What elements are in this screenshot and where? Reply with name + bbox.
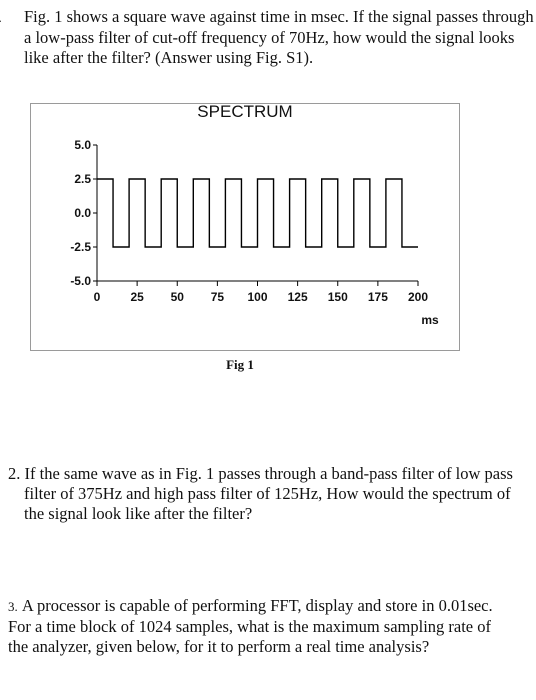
- question-1-number: 1.: [0, 8, 24, 28]
- x-tick-label: 125: [288, 290, 308, 304]
- x-tick-label: 175: [368, 290, 388, 304]
- x-tick-label: 150: [328, 290, 348, 304]
- question-3-text: A processor is capable of performing FFT…: [8, 596, 493, 656]
- y-tick-label: -2.5: [70, 240, 91, 254]
- x-tick-label: 100: [247, 290, 267, 304]
- square-wave-line: [97, 178, 418, 248]
- figure-caption: Fig 1: [226, 357, 254, 372]
- question-2-text: 2. If the same wave as in Fig. 1 passes …: [8, 464, 513, 523]
- question-1-text: Fig. 1 shows a square wave against time …: [24, 7, 534, 67]
- y-tick-label: 0.0: [74, 206, 91, 220]
- figure-frame: [30, 103, 460, 351]
- x-tick-label: 0: [94, 290, 101, 304]
- x-axis-unit: ms: [421, 313, 439, 327]
- y-tick-label: 5.0: [74, 138, 91, 152]
- chart-axes: 5.0 2.5 0.0 -2.5 -5.00 25 50 75 100 125 150 175 200: [70, 138, 428, 304]
- x-tick-label: 50: [171, 290, 185, 304]
- x-tick-label: 200: [408, 290, 428, 304]
- x-tick-label: 25: [130, 290, 144, 304]
- y-tick-label: 2.5: [74, 172, 91, 186]
- chart-title: SPECTRUM: [197, 102, 293, 121]
- chart-series: [97, 178, 418, 248]
- question-1: 1.Fig. 1 shows a square wave against tim…: [0, 7, 534, 68]
- question-3-number: 3.: [8, 599, 18, 614]
- x-tick-label: 75: [211, 290, 225, 304]
- question-3: 3. A processor is capable of performing …: [8, 596, 508, 657]
- question-2: 2. If the same wave as in Fig. 1 passes …: [8, 464, 534, 524]
- y-tick-label: -5.0: [70, 274, 91, 288]
